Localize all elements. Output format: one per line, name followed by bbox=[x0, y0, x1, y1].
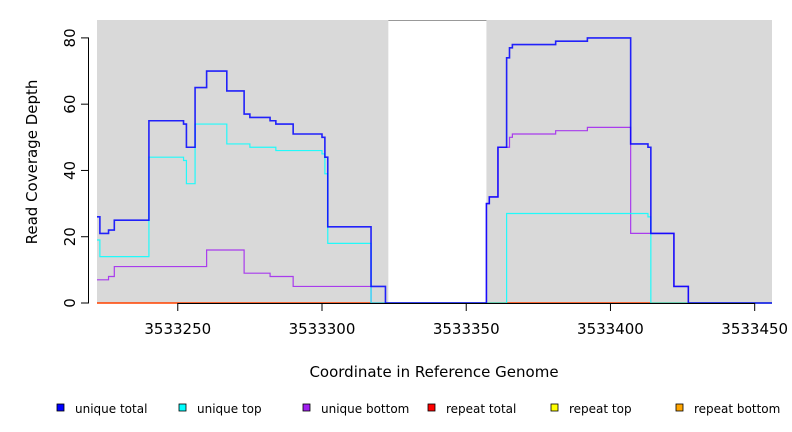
shaded-regions bbox=[97, 20, 772, 303]
legend-swatch bbox=[56, 403, 65, 412]
legend-label: repeat bottom bbox=[694, 402, 780, 416]
axes: 3533250 3533300 3533350 3533400 3533450 0 20 40… bbox=[61, 28, 788, 338]
legend-swatch bbox=[427, 403, 436, 412]
x-axis-label: Coordinate in Reference Genome bbox=[309, 363, 558, 381]
series-line-unique-total bbox=[97, 37, 772, 304]
legend-swatch bbox=[550, 403, 559, 412]
legend-label: unique bottom bbox=[321, 402, 409, 416]
x-tick-label: 3533450 bbox=[721, 320, 788, 338]
legend-swatch bbox=[178, 403, 187, 412]
legend-label: repeat top bbox=[569, 402, 632, 416]
y-tick-label: 20 bbox=[61, 227, 79, 246]
legend: unique total unique top unique bottom repea… bbox=[56, 402, 780, 416]
legend-label: unique top bbox=[197, 402, 262, 416]
y-tick-label: 0 bbox=[61, 298, 79, 308]
legend-label: unique total bbox=[75, 402, 147, 416]
shaded-region bbox=[486, 20, 772, 303]
legend-swatch bbox=[675, 403, 684, 412]
x-tick-label: 3533300 bbox=[289, 320, 356, 338]
x-tick-label: 3533400 bbox=[577, 320, 644, 338]
shaded-region bbox=[97, 20, 389, 303]
legend-label: repeat total bbox=[446, 402, 516, 416]
legend-swatch bbox=[302, 403, 311, 412]
y-axis-label: Read Coverage Depth bbox=[23, 80, 41, 245]
y-tick-label: 60 bbox=[61, 95, 79, 114]
series-line-unique-top bbox=[97, 123, 772, 304]
x-tick-label: 3533350 bbox=[433, 320, 500, 338]
y-tick-label: 40 bbox=[61, 161, 79, 180]
y-tick-label: 80 bbox=[61, 28, 79, 47]
x-tick-label: 3533250 bbox=[144, 320, 211, 338]
